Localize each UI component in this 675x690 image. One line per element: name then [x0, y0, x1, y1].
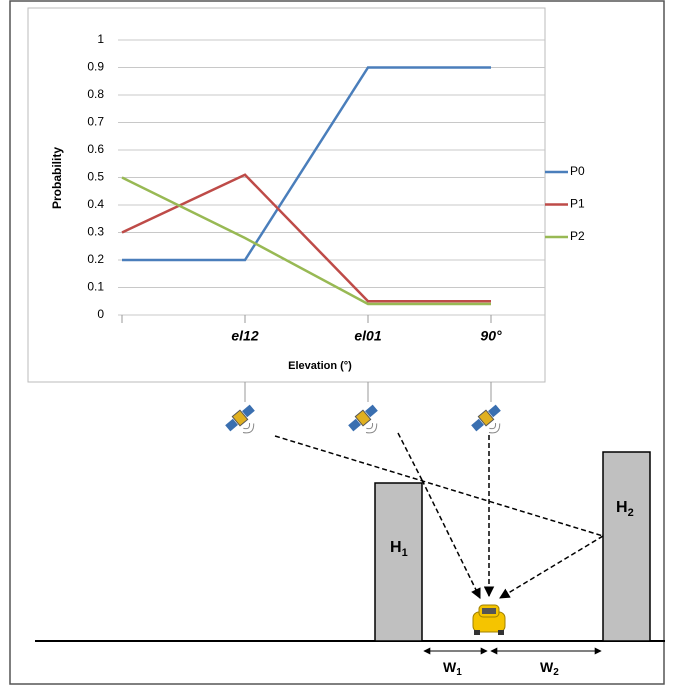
- building-sub: 1: [402, 547, 408, 559]
- satellite-panel: [225, 418, 238, 432]
- satellite-panel: [365, 404, 378, 418]
- building-sub: 2: [628, 507, 634, 519]
- y-tick-label: 0.8: [87, 87, 104, 101]
- satellite: [471, 404, 501, 434]
- satellite-panel: [348, 418, 361, 432]
- building: [602, 451, 651, 642]
- satellite-panel: [471, 418, 484, 432]
- y-tick-label: 1: [97, 32, 104, 46]
- satellite: [225, 404, 255, 434]
- y-tick-label: 0.2: [87, 252, 104, 266]
- building-label: H2: [616, 499, 634, 519]
- width-label: W: [540, 659, 554, 675]
- y-tick-label: 0.4: [87, 197, 104, 211]
- y-tick-label: 0.9: [87, 60, 104, 74]
- satellite-signal: [365, 423, 378, 434]
- signal-path: [499, 535, 604, 599]
- frame: [9, 0, 665, 685]
- series-line: [122, 66, 491, 262]
- satellite-body: [231, 409, 249, 427]
- satellite-panel: [488, 404, 501, 418]
- width-label: W1: [443, 659, 462, 678]
- chart-box: [27, 7, 546, 383]
- satellite-panel: [242, 404, 255, 418]
- y-tick-label: 0: [97, 307, 104, 321]
- y-tick-label: 0.3: [87, 225, 104, 239]
- building: [374, 482, 423, 642]
- building-label: H: [390, 539, 402, 556]
- diagram: H1 H2 W1 W2: [35, 432, 665, 678]
- satellite: [348, 404, 378, 434]
- signal-path: [397, 432, 423, 481]
- series-line: [121, 173, 491, 303]
- legend-label: P1: [570, 197, 585, 211]
- satellite-signal: [488, 423, 501, 434]
- building-label: H: [616, 499, 628, 516]
- signal-path: [421, 479, 481, 599]
- legend-label: P2: [570, 229, 585, 243]
- y-tick-label: 0.7: [87, 115, 104, 129]
- building-label: H1: [390, 539, 408, 559]
- y-tick-label: 0.6: [87, 142, 104, 156]
- legend-label: P0: [570, 164, 585, 178]
- width-label: W: [443, 659, 457, 675]
- x-tick-label: 90°: [480, 328, 502, 344]
- x-tick-label: el01: [354, 328, 381, 344]
- satellite-body: [354, 409, 372, 427]
- width-label: W2: [540, 659, 559, 678]
- y-tick-label: 0.5: [87, 170, 104, 184]
- width-sub: 2: [553, 667, 559, 678]
- satellite-body: [477, 409, 495, 427]
- x-tick-label: el12: [231, 328, 258, 344]
- signal-path: [274, 435, 604, 537]
- width-sub: 1: [456, 667, 462, 678]
- satellite-signal: [242, 423, 255, 434]
- series-line: [121, 176, 491, 306]
- car: [472, 604, 506, 635]
- x-axis-label: Elevation (°): [288, 360, 352, 372]
- y-axis-label: Probability: [50, 147, 64, 209]
- y-tick-label: 0.1: [87, 280, 104, 294]
